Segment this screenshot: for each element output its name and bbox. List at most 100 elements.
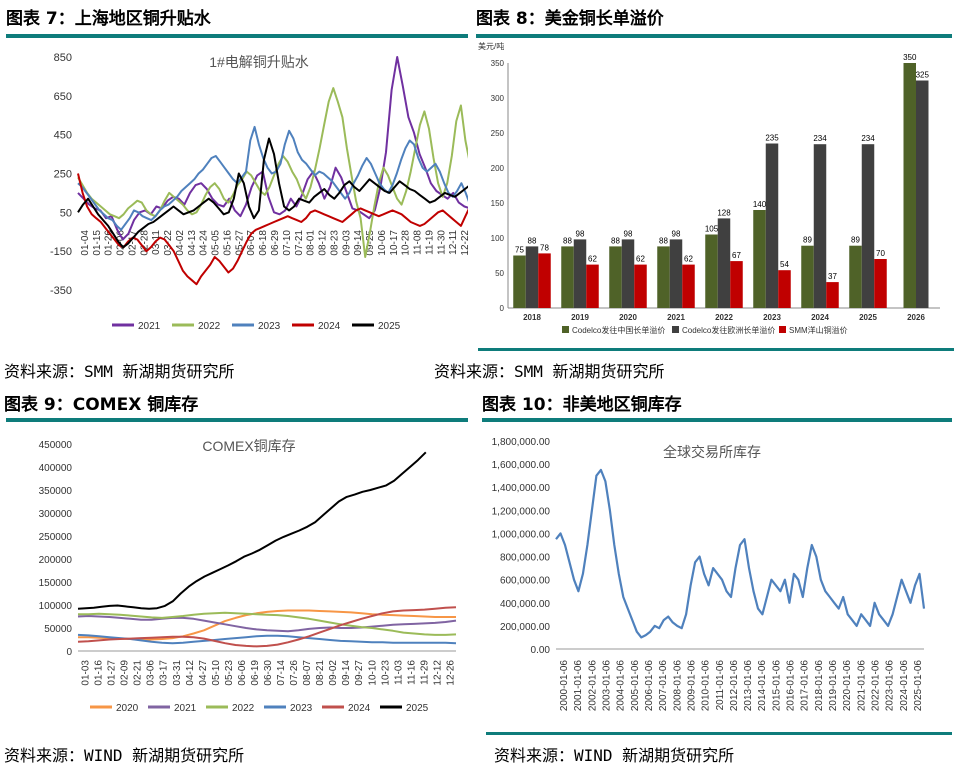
- x-tick-label: 06-19: [250, 660, 261, 686]
- x-tick-label: 09-27: [354, 660, 365, 686]
- y-tick-label: 0: [66, 647, 72, 658]
- x-tick-label: 2019-01-06: [828, 660, 839, 712]
- panel8-bottom-rule: [478, 348, 954, 351]
- x-tick-label: 2005-01-06: [630, 660, 641, 712]
- legend-label-2023: 2023: [258, 321, 281, 332]
- comex-inventory-chart: 450000 400000 350000 300000 250000 200000 1500…: [39, 438, 457, 714]
- series-line-2021: [77, 56, 468, 241]
- panel10-rule: [482, 418, 952, 422]
- x-tick-label: 2007-01-06: [658, 660, 669, 712]
- x-tick-label: 2004-01-06: [616, 660, 627, 712]
- series-line-2022: [77, 87, 468, 258]
- legend-label-2025: 2025: [406, 703, 429, 714]
- y-tick-label: 100000: [39, 601, 73, 612]
- x-tick-label: 2006-01-06: [644, 660, 655, 712]
- x-tick-label: 2021-01-06: [856, 660, 867, 712]
- bar-data-label: 75: [515, 246, 524, 255]
- y-tick-label: 800,000.00: [500, 553, 550, 564]
- x-tick-label: 2013-01-06: [743, 660, 754, 712]
- y-tick-label: 850: [54, 52, 72, 64]
- y-axis-unit-label: 美元/吨: [478, 41, 504, 51]
- bar-2022-1: [717, 218, 731, 308]
- chart-title: 全球交易所库存: [663, 444, 761, 460]
- y-tick-label: 650: [54, 91, 72, 103]
- legend-swatch-0: [562, 326, 569, 333]
- chart-title: 1#电解铜升贴水: [209, 54, 309, 70]
- x-tick-label: 10-10: [367, 660, 378, 686]
- bar-data-label: 62: [636, 255, 645, 264]
- x-tick-label: 02-21: [133, 660, 144, 686]
- y-tick-label: 0: [500, 304, 505, 313]
- legend-label-2022: 2022: [198, 321, 221, 332]
- x-tick-label: 05-27: [234, 230, 245, 256]
- bar-data-label: 70: [876, 249, 885, 258]
- x-tick-label: 2020-01-06: [842, 660, 853, 712]
- bar-2020-0: [609, 246, 622, 308]
- x-tick-label: 2018-01-06: [814, 660, 825, 712]
- x-tick-label: 2003-01-06: [602, 660, 613, 712]
- panel8-title: 图表 8：美金铜长单溢价: [476, 9, 664, 29]
- x-tick-label: 03-17: [159, 660, 170, 686]
- panel10-title: 图表 10：非美地区铜库存: [482, 395, 682, 415]
- x-tick-label: 10-28: [401, 230, 412, 256]
- x-tick-label: 11-29: [419, 660, 430, 685]
- bar-2023-1: [765, 143, 779, 308]
- panel9-title: 图表 9：COMEX 铜库存: [4, 395, 199, 415]
- bar-2024-2: [826, 282, 839, 308]
- legend-label-2022: 2022: [232, 703, 255, 714]
- x-tick-label: 2008-01-06: [672, 660, 683, 712]
- x-tick-label: 01-26: [104, 230, 115, 256]
- x-tick-label: 03-22: [163, 230, 174, 256]
- x-category-label: 2019: [571, 313, 589, 322]
- y-tick-label: 400000: [39, 463, 73, 474]
- x-tick-label: 12-22: [460, 230, 468, 256]
- x-tick-label: 11-08: [413, 230, 424, 255]
- bar-2025-2: [874, 259, 887, 308]
- bar-2021-2: [682, 264, 695, 308]
- bar-data-label: 78: [540, 243, 549, 252]
- x-tick-label: 11-30: [436, 230, 447, 255]
- y-tick-label: 100: [491, 234, 505, 243]
- bar-data-label: 234: [813, 134, 827, 143]
- x-tick-label: 06-30: [263, 660, 274, 686]
- x-tick-label: 07-14: [276, 660, 287, 686]
- x-tick-label: 2010-01-06: [701, 660, 712, 712]
- y-tick-label: 1,600,000.00: [492, 460, 551, 471]
- legend-label-2021: 2021: [174, 703, 197, 714]
- y-tick-label: 50: [60, 207, 72, 219]
- bar-2018-1: [525, 246, 539, 308]
- y-tick-label: 250: [491, 129, 505, 138]
- x-tick-label: 01-04: [80, 230, 91, 256]
- x-tick-label: 04-02: [175, 230, 186, 256]
- bar-data-label: 234: [861, 134, 875, 143]
- bar-data-label: 54: [780, 260, 789, 269]
- legend-label-2024: 2024: [318, 321, 341, 332]
- x-tick-label: 2017-01-06: [800, 660, 811, 712]
- series-line-2021: [77, 615, 457, 633]
- bar-2023-0: [753, 210, 766, 308]
- x-tick-label: 01-16: [94, 660, 105, 686]
- y-tick-label: 600,000.00: [500, 576, 550, 587]
- x-tick-label: 02-17: [127, 230, 138, 256]
- series-line-2024: [77, 173, 468, 286]
- x-tick-label: 12-26: [445, 660, 456, 686]
- y-tick-label: 350000: [39, 486, 73, 497]
- x-category-label: 2026: [907, 313, 925, 322]
- x-category-label: 2025: [859, 313, 877, 322]
- legend-label-2024: 2024: [348, 703, 371, 714]
- x-tick-label: 06-18: [258, 230, 269, 256]
- bar-2024-0: [801, 245, 814, 308]
- bar-2021-1: [669, 239, 683, 308]
- x-tick-label: 11-19: [424, 230, 435, 255]
- panel7-rule: [6, 34, 468, 38]
- bar-data-label: 98: [624, 229, 633, 238]
- x-tick-label: 04-24: [199, 230, 210, 256]
- x-tick-label: 10-17: [389, 230, 400, 256]
- x-tick-label: 09-03: [341, 230, 352, 256]
- bar-2020-2: [634, 264, 647, 308]
- bar-data-label: 98: [672, 229, 681, 238]
- y-tick-label: 400,000.00: [500, 599, 550, 610]
- x-category-label: 2024: [811, 313, 829, 322]
- x-tick-label: 12-12: [432, 660, 443, 686]
